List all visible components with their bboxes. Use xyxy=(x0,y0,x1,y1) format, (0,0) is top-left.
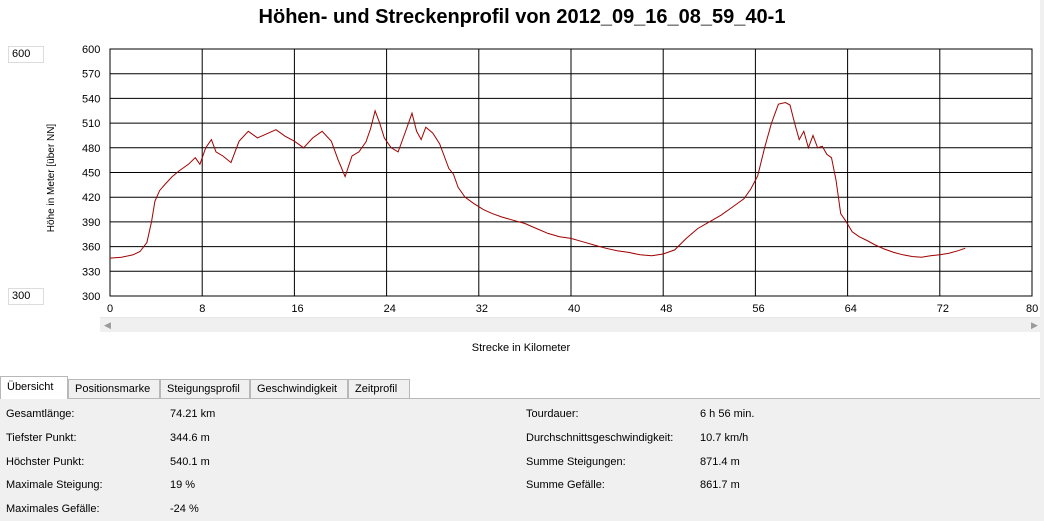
avg-speed-value: 10.7 km/h xyxy=(700,432,749,444)
y-tick-label: 600 xyxy=(82,44,100,56)
x-tick-labels: 0 8 16 24 32 40 48 56 64 72 80 xyxy=(107,303,1038,315)
scroll-left-icon[interactable]: ◀ xyxy=(104,320,111,330)
max-decline-value: -24 % xyxy=(170,503,199,515)
total-descent-value: 861.7 m xyxy=(700,479,740,491)
tour-duration-label: Tourdauer: xyxy=(526,408,579,420)
y-tick-label: 450 xyxy=(82,168,100,180)
x-tick-label: 16 xyxy=(291,303,303,315)
x-tick-label: 56 xyxy=(752,303,764,315)
summary-panel: Gesamtlänge: 74.21 km Tiefster Punkt: 34… xyxy=(0,398,1040,521)
tab-geschwindigkeit[interactable]: Geschwindigkeit xyxy=(250,379,348,398)
tab-steigungsprofil[interactable]: Steigungsprofil xyxy=(160,379,250,398)
y-tick-label: 420 xyxy=(82,192,100,204)
total-descent-label: Summe Gefälle: xyxy=(526,479,605,491)
y-tick-label: 360 xyxy=(82,242,100,254)
total-ascent-label: Summe Steigungen: xyxy=(526,456,626,468)
total-length-value: 74.21 km xyxy=(170,408,216,420)
max-decline-label: Maximales Gefälle: xyxy=(6,503,100,515)
x-tick-label: 48 xyxy=(660,303,672,315)
y-tick-label: 540 xyxy=(82,93,100,105)
lowest-point-value: 344.6 m xyxy=(170,432,210,444)
x-tick-label: 24 xyxy=(384,303,396,315)
total-ascent-value: 871.4 m xyxy=(700,456,740,468)
y-tick-label: 480 xyxy=(82,143,100,155)
max-incline-label: Maximale Steigung: xyxy=(6,479,103,491)
highest-point-value: 540.1 m xyxy=(170,456,210,468)
y-tick-labels: 300 330 360 390 420 450 480 510 540 570 600 xyxy=(82,44,100,303)
grid-lines xyxy=(110,49,1032,296)
tab-zeitprofil[interactable]: Zeitprofil xyxy=(348,379,410,398)
max-incline-value: 19 % xyxy=(170,479,196,491)
x-tick-label: 40 xyxy=(568,303,580,315)
x-tick-label: 0 xyxy=(107,303,113,315)
y-max-input[interactable]: 600 xyxy=(8,46,44,63)
y-tick-label: 570 xyxy=(82,69,100,81)
y-min-input[interactable]: 300 xyxy=(8,288,44,305)
tab-bar: Übersicht Positionsmarke Steigungsprofil… xyxy=(0,376,1044,399)
highest-point-label: Höchster Punkt: xyxy=(6,456,85,468)
horizontal-scrollbar[interactable]: ◀ ▶ xyxy=(100,317,1044,332)
y-tick-label: 390 xyxy=(82,217,100,229)
x-axis-label: Strecke in Kilometer xyxy=(471,342,571,354)
y-axis-label: Höhe in Meter [über NN] xyxy=(46,124,57,233)
tab-uebersicht[interactable]: Übersicht xyxy=(0,376,68,399)
tab-positionsmarke[interactable]: Positionsmarke xyxy=(68,379,160,398)
x-tick-label: 64 xyxy=(845,303,857,315)
elevation-series-line xyxy=(109,101,966,259)
chart-title: Höhen- und Streckenprofil von 2012_09_16… xyxy=(258,6,786,28)
x-tick-label: 8 xyxy=(199,303,205,315)
avg-speed-label: Durchschnittsgeschwindigkeit: xyxy=(526,432,674,444)
x-tick-label: 80 xyxy=(1026,303,1038,315)
y-tick-label: 510 xyxy=(82,118,100,130)
tour-duration-value: 6 h 56 min. xyxy=(700,408,755,420)
elevation-chart: 300 330 360 390 420 450 480 510 540 570 600 0 8 16 24… xyxy=(46,44,1038,315)
scroll-right-icon[interactable]: ▶ xyxy=(1031,320,1038,330)
total-length-label: Gesamtlänge: xyxy=(6,408,75,420)
y-tick-label: 330 xyxy=(82,266,100,278)
x-tick-label: 72 xyxy=(937,303,949,315)
lowest-point-label: Tiefster Punkt: xyxy=(6,432,77,444)
y-tick-label: 300 xyxy=(82,291,100,303)
vertical-scrollbar[interactable] xyxy=(1040,0,1044,521)
x-tick-label: 32 xyxy=(476,303,488,315)
